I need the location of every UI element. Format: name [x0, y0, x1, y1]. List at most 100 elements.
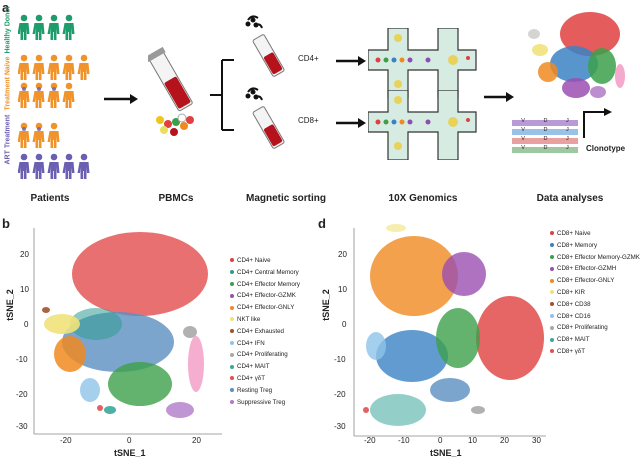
- legend-swatch: [230, 352, 234, 357]
- step-label-analyses: Data analyses: [536, 193, 604, 204]
- sorting-tube-cd8-icon: [245, 87, 285, 149]
- legend-swatch: [550, 313, 554, 318]
- arrow-icon: [336, 118, 366, 128]
- legend-swatch: [550, 243, 554, 248]
- clonotype-label: Clonotype: [586, 144, 626, 153]
- d-xlabel: tSNE_1: [430, 448, 462, 458]
- legend-item: CD4+ IFN: [230, 340, 265, 347]
- legend-label: NKT like: [237, 316, 261, 323]
- vdj-bars: [512, 120, 578, 153]
- legend-swatch: [550, 254, 554, 259]
- d-xtick: 30: [532, 436, 541, 445]
- step-label-patients: Patients: [30, 193, 70, 204]
- b-ytick: 10: [20, 285, 29, 294]
- group-label-art: ART Treatment: [4, 114, 12, 165]
- legend-swatch: [230, 388, 234, 393]
- legend-label: CD4+ Effector-GZMK: [237, 292, 296, 300]
- legend-item: CD4+ Proliferating: [230, 351, 288, 358]
- patient-icons: [18, 14, 90, 179]
- legend-swatch: [550, 302, 554, 307]
- legend-label: CD8+ Effector Memory-GZMK: [557, 253, 640, 261]
- d-xtick: 20: [500, 436, 509, 445]
- group-label-healthy: Healthy Donor: [4, 5, 12, 54]
- arrow-icon: [336, 56, 366, 66]
- legend-swatch: [230, 281, 234, 286]
- legend-label: CD8+ CD38: [557, 300, 591, 308]
- legend-swatch: [550, 266, 554, 271]
- panel-a-letter: a: [2, 0, 10, 15]
- legend-item: CD8+ Memory: [550, 242, 597, 249]
- legend-swatch: [230, 293, 234, 298]
- arrow-icon: [484, 92, 514, 102]
- legend-swatch: [230, 399, 234, 404]
- group-label-naive: Treatment Naive: [4, 56, 12, 111]
- vdj-j: J: [565, 118, 569, 124]
- legend-label: CD8+ Memory: [557, 241, 598, 249]
- legend-item: CD8+ Effector-GZMH: [550, 265, 616, 272]
- legend-label: Resting Treg: [237, 386, 273, 394]
- d-ylabel: tSNE_2: [320, 289, 331, 321]
- legend-swatch: [230, 364, 234, 369]
- b-xlabel: tSNE_1: [114, 448, 146, 458]
- legend-item: Suppressive Treg: [230, 399, 285, 406]
- d-xtick: -20: [364, 436, 376, 445]
- d-ytick: 10: [338, 285, 347, 294]
- b-ytick: -30: [16, 422, 28, 431]
- legend-label: CD8+ γδT: [557, 348, 586, 355]
- legend-item: CD4+ Exhausted: [230, 328, 284, 335]
- legend-swatch: [230, 305, 234, 310]
- legend-label: CD4+ Central Memory: [237, 268, 299, 276]
- legend-swatch: [230, 317, 234, 322]
- vdj-d: D: [543, 118, 548, 124]
- legend-label: CD4+ Naive: [237, 257, 271, 264]
- step-label-10x: 10X Genomics: [388, 193, 458, 204]
- legend-item: CD8+ MAIT: [550, 336, 590, 343]
- legend-item: CD8+ Effector Memory-GZMK: [550, 254, 640, 261]
- legend-item: CD4+ Central Memory: [230, 269, 299, 276]
- legend-item: CD4+ MAIT: [230, 363, 270, 370]
- b-ylabel: tSNE_2: [4, 289, 15, 321]
- legend-label: CD4+ Exhausted: [237, 327, 284, 335]
- b-xtick: -20: [60, 436, 72, 445]
- b-xtick: 0: [127, 436, 132, 445]
- b-ytick: 0: [24, 320, 29, 329]
- legend-swatch: [230, 340, 234, 345]
- arrow-icon: [104, 94, 138, 104]
- legend-item: CD4+ Naive: [230, 257, 271, 264]
- tsne-plot-cd8: [353, 224, 546, 437]
- branch-bracket: [210, 59, 234, 131]
- tsne-plot-cd4: [33, 228, 222, 435]
- branch-label-cd8: CD8+: [298, 116, 319, 125]
- legend-item: Resting Treg: [230, 387, 272, 394]
- d-ytick: -30: [334, 422, 346, 431]
- blood-tube-icon: [148, 46, 194, 136]
- b-ytick: -10: [16, 355, 28, 364]
- legend-item: CD4+ γδT: [230, 375, 265, 382]
- legend-item: CD8+ Effector-GNLY: [550, 277, 614, 284]
- legend-swatch: [550, 325, 554, 330]
- legend-label: CD8+ KIR: [557, 289, 586, 296]
- legend-swatch: [230, 258, 234, 263]
- analysis-thumbnail: [528, 12, 625, 98]
- legend-label: CD4+ Effector Memory: [237, 280, 300, 288]
- legend-label: CD4+ Proliferating: [237, 351, 288, 359]
- legend-swatch: [230, 329, 234, 334]
- panel-d-letter: d: [318, 216, 326, 231]
- legend-swatch: [550, 337, 554, 342]
- legend-swatch: [230, 270, 234, 275]
- legend-swatch: [550, 278, 554, 283]
- legend-item: NKT like: [230, 316, 260, 323]
- legend-swatch: [550, 231, 554, 236]
- legend-label: CD4+ γδT: [237, 375, 266, 382]
- legend-cd8: CD8+ Naive CD8+ Memory CD8+ Effector Memor…: [550, 230, 640, 380]
- d-ytick: 20: [338, 250, 347, 259]
- d-ytick: -10: [334, 355, 346, 364]
- legend-label: CD8+ Naive: [557, 230, 591, 237]
- legend-item: CD4+ Effector-GNLY: [230, 304, 294, 311]
- legend-label: CD4+ MAIT: [237, 363, 270, 371]
- legend-item: CD8+ Naive: [550, 230, 591, 237]
- microfluidic-chip-cd4: [368, 28, 477, 98]
- legend-item: CD8+ KIR: [550, 289, 585, 296]
- legend-label: Suppressive Treg: [237, 398, 286, 406]
- legend-item: CD8+ γδT: [550, 348, 585, 355]
